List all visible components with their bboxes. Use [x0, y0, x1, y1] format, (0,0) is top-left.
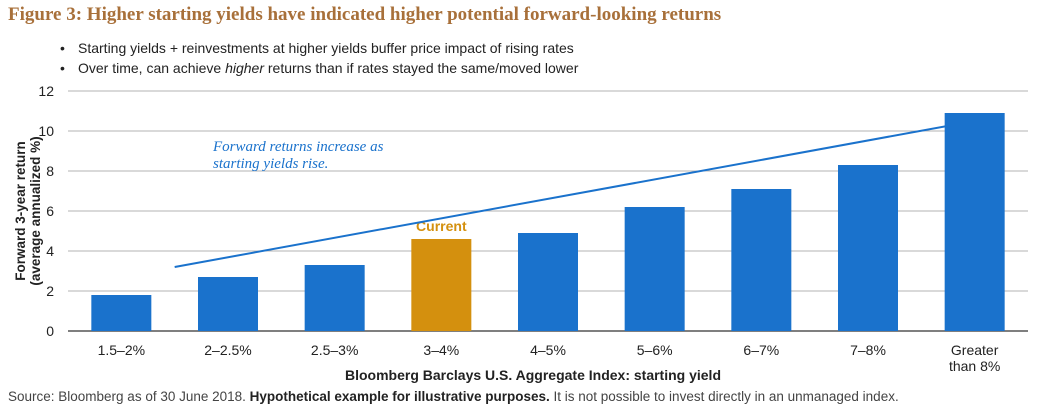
- x-axis-label: Bloomberg Barclays U.S. Aggregate Index:…: [345, 367, 721, 383]
- footer-disclaimer: It is not possible to invest directly in…: [549, 389, 899, 404]
- bar: [518, 233, 578, 331]
- trend-annotation: Forward returns increase as starting yiel…: [212, 139, 384, 172]
- y-tick-label: 2: [46, 283, 54, 299]
- trend-arrowhead-icon: [953, 114, 975, 135]
- bar: [304, 265, 365, 331]
- bar: [731, 189, 792, 331]
- bar: [198, 277, 258, 331]
- x-tick-label: 7–8%: [850, 342, 886, 358]
- current-label: Current: [416, 218, 467, 234]
- y-tick-label: 10: [38, 123, 54, 139]
- bar: [91, 295, 152, 331]
- x-tick-label: Greater than 8%: [949, 342, 1000, 374]
- trend-arrow-line: [174, 123, 956, 268]
- bullet-1-text: Starting yields + reinvestments at highe…: [78, 40, 574, 56]
- y-tick-label: 6: [46, 203, 54, 219]
- bullet-item-1: • Starting yields + reinvestments at high…: [60, 38, 578, 58]
- bar: [944, 113, 1005, 331]
- y-tick-label: 0: [46, 323, 54, 339]
- y-axis-label: Forward 3-year return(average annualized…: [13, 136, 43, 285]
- source-footer: Source: Bloomberg as of 30 June 2018. Hy…: [8, 389, 899, 404]
- footer-source: Source: Bloomberg as of 30 June 2018.: [8, 389, 250, 404]
- x-tick-label: 3–4%: [423, 342, 459, 358]
- bullet-2-text-a: Over time, can achieve: [78, 60, 226, 76]
- x-tick-label: 2.5–3%: [311, 342, 358, 358]
- x-tick-label: 2–2.5%: [204, 342, 251, 358]
- x-tick-label: 1.5–2%: [98, 342, 145, 358]
- y-tick-label: 12: [38, 83, 54, 99]
- bar-current: [411, 239, 472, 331]
- bar: [624, 207, 685, 331]
- bullet-2-text-b: returns than if rates stayed the same/mo…: [263, 60, 579, 76]
- bullet-list: • Starting yields + reinvestments at high…: [60, 38, 578, 78]
- x-tick-label: 4–5%: [530, 342, 566, 358]
- bullet-dot-icon: •: [60, 60, 65, 76]
- y-tick-label: 4: [46, 243, 54, 259]
- y-tick-label: 8: [46, 163, 54, 179]
- bar-chart: 0 2 4 6 8 10 12 Current 1.5–2% 2–2.5% 2.5–3% 3–4% 4–…: [13, 83, 1028, 383]
- x-tick-label: 5–6%: [637, 342, 673, 358]
- figure-title: Figure 3: Higher starting yields have in…: [8, 4, 722, 25]
- footer-bold-note: Hypothetical example for illustrative pu…: [249, 389, 550, 404]
- bullet-item-2: • Over time, can achieve higher returns t…: [60, 58, 578, 78]
- bar: [838, 165, 898, 331]
- bullet-2-emphasis: higher: [225, 60, 264, 76]
- x-tick-label: 6–7%: [743, 342, 779, 358]
- bullet-dot-icon: •: [60, 40, 65, 56]
